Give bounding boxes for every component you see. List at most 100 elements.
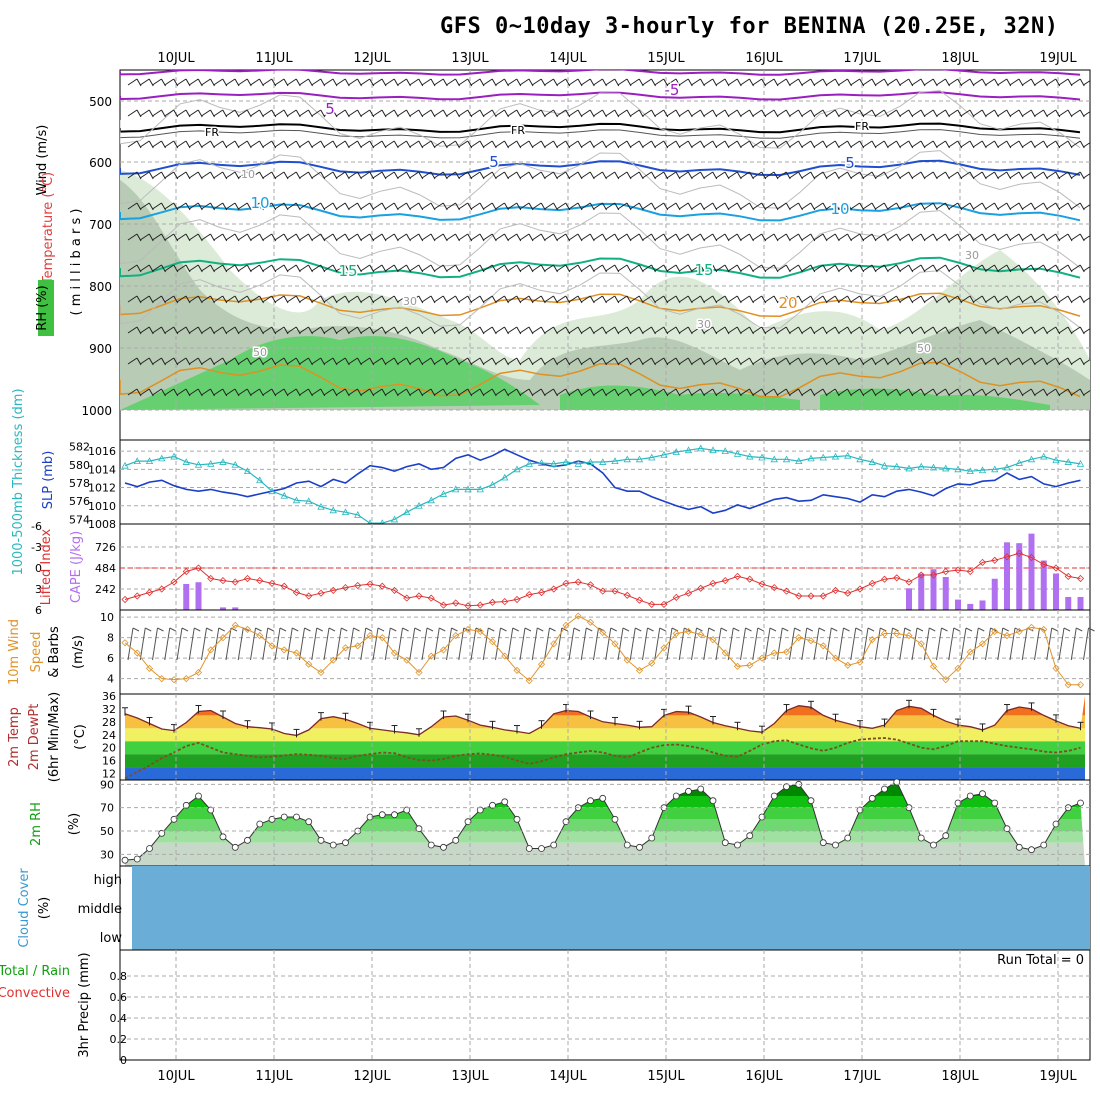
rh-point xyxy=(195,792,202,800)
lifted-line-point xyxy=(243,574,252,583)
wind-barb xyxy=(1083,80,1090,86)
wind-line-point xyxy=(831,654,840,662)
thickness-line-point xyxy=(268,487,276,495)
wind-line-point xyxy=(586,618,595,626)
pressure-tick: 600 xyxy=(89,156,112,170)
lifted-line-point xyxy=(574,578,582,586)
lifted-line xyxy=(124,552,1081,607)
cloud-label: Cloud Cover xyxy=(17,868,32,948)
wind-line-point xyxy=(464,625,472,633)
lifted-line-point xyxy=(807,592,815,600)
wind-line-point xyxy=(390,649,399,657)
cape-bar xyxy=(1028,533,1035,610)
contour-label: 30 xyxy=(697,318,711,331)
wind-line-point xyxy=(182,675,190,683)
wind-line-point xyxy=(599,628,607,637)
cape-bar xyxy=(220,607,226,610)
wind-barb xyxy=(715,627,728,661)
lifted-line-point xyxy=(623,591,631,599)
contour-label: 5 xyxy=(845,154,855,172)
chart-title: GFS 0~10day 3-hourly for BENINA (20.25E,… xyxy=(440,14,1059,39)
thickness-line-point xyxy=(194,460,203,468)
rh-point xyxy=(942,832,950,840)
thickness-line-point xyxy=(586,458,595,465)
wind-barbs xyxy=(127,627,1095,661)
slp-tick: 1008 xyxy=(88,518,116,531)
cape-bar xyxy=(906,588,912,610)
thickness-line-point xyxy=(390,515,399,523)
contour-label: FR xyxy=(855,120,869,133)
rh-point xyxy=(305,818,313,826)
temp-mask xyxy=(125,696,1085,736)
precip-tick: 0.8 xyxy=(110,970,128,983)
cape-bar xyxy=(942,577,949,610)
thickness-line-point xyxy=(1040,452,1048,460)
wind-barb xyxy=(311,627,323,661)
rh-point xyxy=(648,834,656,842)
wind-line-point xyxy=(439,646,448,654)
precip-tick: 0.2 xyxy=(110,1033,128,1046)
wind-line-point xyxy=(488,638,497,646)
bottom-date-label: 16JUL xyxy=(745,1069,783,1084)
lifted-line-point xyxy=(415,592,423,600)
lifted-line-point xyxy=(562,579,570,587)
wind-line-point xyxy=(1027,623,1036,631)
wind-line-point xyxy=(611,640,619,648)
temp-unit: (°C) xyxy=(73,724,88,750)
wind-line-point xyxy=(942,676,950,684)
wind-barb xyxy=(286,627,299,661)
thickness-line-point xyxy=(893,462,901,470)
top-date-axis: 10JUL 11JUL 12JUL 13JUL 14JUL 15JUL 16JUL 17JUL… xyxy=(157,51,1077,66)
wind-barb xyxy=(1083,111,1090,117)
precip-label-b: Convective xyxy=(0,986,70,1001)
lifted-line-point xyxy=(256,577,264,585)
lifted-tick: -3 xyxy=(31,541,42,554)
rh-point xyxy=(427,841,435,849)
wind-barb xyxy=(348,627,360,661)
cloud-level-label: high xyxy=(94,873,122,888)
thickness-line-point xyxy=(415,501,423,509)
thickness-line-point xyxy=(550,460,558,467)
wind-line-point xyxy=(513,666,521,674)
wind-barb xyxy=(409,627,421,661)
lifted-line-point xyxy=(929,571,938,579)
wind-line-point xyxy=(256,632,264,640)
lifted-line-point xyxy=(390,586,399,594)
thickness-line-point xyxy=(219,458,227,465)
thickness-line-point xyxy=(942,464,950,472)
rh-point xyxy=(746,832,754,840)
cape-bar xyxy=(183,583,190,610)
thickness-line-point xyxy=(317,502,325,510)
wind-line-point xyxy=(415,668,423,677)
wind-line-point xyxy=(1076,681,1085,689)
lifted-line-point xyxy=(513,595,521,604)
rh-point xyxy=(489,801,496,809)
wind-line-point xyxy=(868,636,876,644)
rh-point xyxy=(721,839,729,847)
wind-line-point xyxy=(709,636,717,644)
lifted-line-point xyxy=(635,596,644,604)
rh-point xyxy=(403,806,411,814)
lifted-line-point xyxy=(537,588,546,597)
thickness-line-point xyxy=(354,511,362,518)
wind-barb xyxy=(752,627,764,661)
wind-line-point xyxy=(219,634,227,642)
thickness-line-point xyxy=(954,465,962,473)
lifted-line-point xyxy=(819,592,827,600)
thickness-line-point xyxy=(1015,459,1023,466)
rh-axis: 90 70 50 30 xyxy=(100,778,114,861)
wind-barb xyxy=(531,627,544,661)
wind-tick: 8 xyxy=(107,632,114,645)
lifted-label: Lifted Index xyxy=(39,528,54,605)
wind-line-point xyxy=(648,659,656,667)
rh-tick: 70 xyxy=(100,802,114,815)
wind-line-point xyxy=(782,648,791,656)
contour-label: FR xyxy=(511,124,525,137)
wind-line-point xyxy=(452,632,460,640)
wind-line-point xyxy=(758,654,766,662)
wind-barb xyxy=(948,627,960,661)
wind-barb xyxy=(519,627,532,661)
rh-point xyxy=(329,841,337,849)
rh-point xyxy=(930,841,937,849)
